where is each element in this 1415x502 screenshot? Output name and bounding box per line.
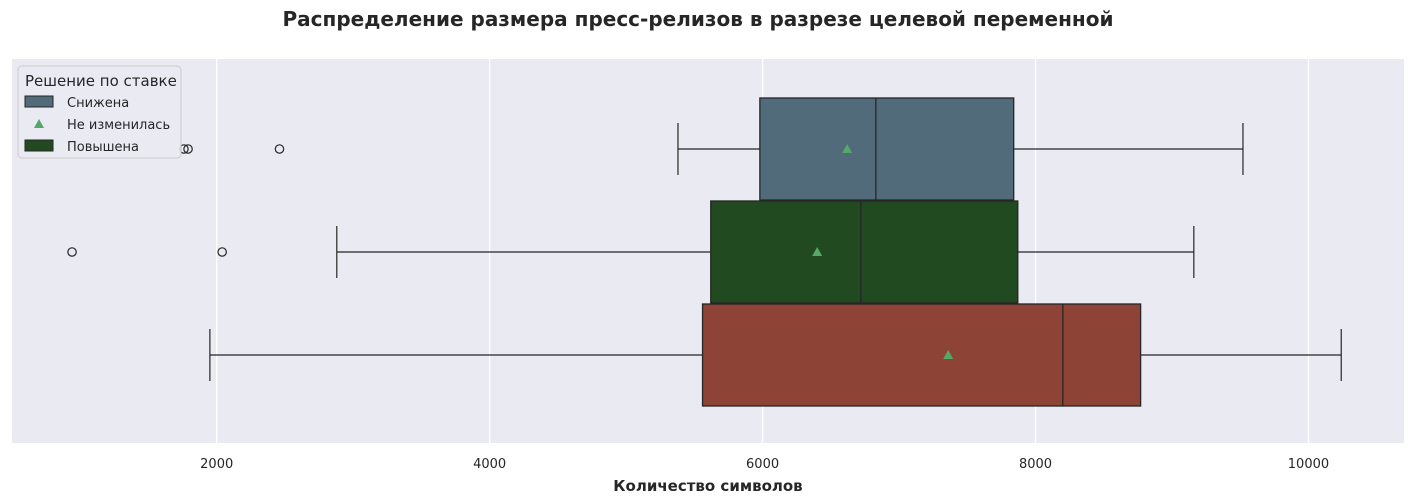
box-group	[209, 303, 1342, 407]
legend-title: Решение по ставке	[25, 72, 177, 90]
legend-entry-label: Снижена	[67, 96, 129, 111]
outlier-point	[67, 247, 77, 257]
legend-entry-label: Не изменилась	[67, 118, 170, 133]
legend: Решение по ставке Снижена Не изменилась Пов…	[17, 65, 182, 159]
plot-area	[12, 59, 1404, 443]
x-tick-label: 10000	[1288, 457, 1329, 472]
box-group	[179, 97, 1244, 201]
x-axis-label: Количество символов	[613, 477, 802, 495]
outlier-point	[183, 144, 193, 154]
mean-marker	[842, 144, 853, 153]
outlier-point	[217, 247, 227, 257]
legend-swatch	[24, 139, 54, 152]
mean-marker	[812, 247, 823, 256]
legend-swatch	[24, 95, 54, 108]
box-group	[67, 200, 1195, 304]
x-axis-ticks: 2000 4000 6000 8000 10000	[200, 457, 1329, 472]
x-tick-label: 2000	[200, 457, 233, 472]
box-iqr	[701, 303, 1142, 407]
legend-triangle-marker	[34, 119, 44, 128]
legend-frame	[17, 65, 182, 159]
x-tick-label: 6000	[746, 457, 779, 472]
x-tick-label: 4000	[473, 457, 506, 472]
mean-marker	[943, 350, 954, 359]
x-tick-label: 8000	[1019, 457, 1052, 472]
legend-entry-label: Повышена	[67, 140, 139, 155]
chart-title: Распределение размера пресс-релизов в ра…	[283, 7, 1114, 31]
box-iqr	[759, 97, 1015, 201]
box-iqr	[710, 200, 1019, 304]
outlier-point	[274, 144, 285, 154]
